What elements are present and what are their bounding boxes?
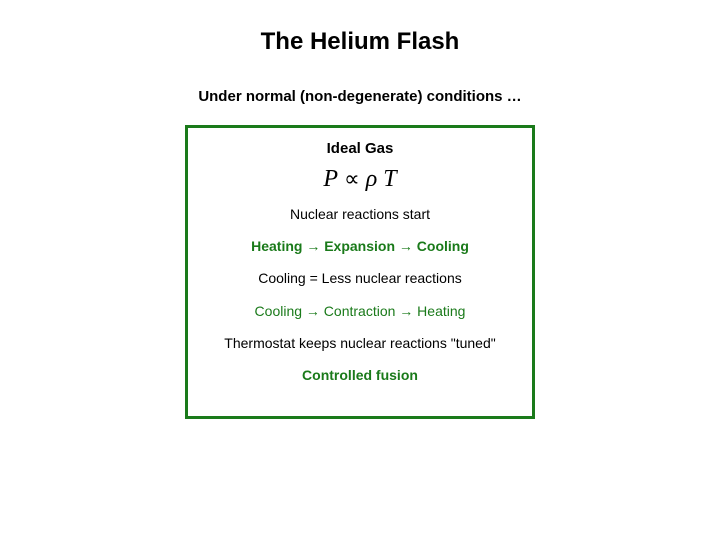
- page-subtitle: Under normal (non-degenerate) conditions…: [0, 88, 720, 105]
- line-controlled-fusion: Controlled fusion: [198, 366, 522, 384]
- ideal-gas-panel: Ideal Gas P ∝ ρ T Nuclear reactions star…: [185, 125, 535, 419]
- equation-rho: ρ: [366, 167, 378, 191]
- line-heating-expansion-cooling: Heating → Expansion → Cooling: [198, 237, 522, 255]
- page-title: The Helium Flash: [0, 28, 720, 56]
- panel-heading: Ideal Gas: [198, 140, 522, 157]
- equation-lhs: P: [323, 167, 338, 191]
- slide: The Helium Flash Under normal (non-degen…: [0, 0, 720, 540]
- equation: P ∝ ρ T: [198, 167, 522, 191]
- line-thermostat: Thermostat keeps nuclear reactions "tune…: [198, 334, 522, 352]
- line-cooling-less: Cooling = Less nuclear reactions: [198, 269, 522, 287]
- line-cooling-contraction-heating: Cooling → Contraction → Heating: [198, 302, 522, 320]
- proportional-symbol: ∝: [344, 168, 360, 190]
- line-nuclear-start: Nuclear reactions start: [198, 205, 522, 223]
- equation-T: T: [383, 167, 396, 191]
